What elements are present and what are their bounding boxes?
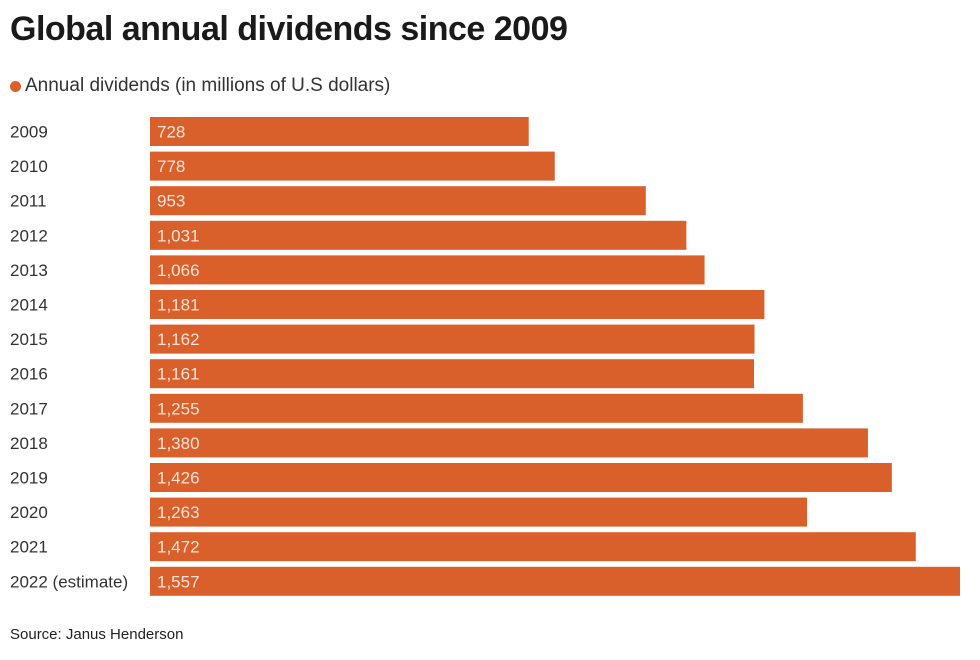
category-label: 2022 (estimate) xyxy=(10,572,128,591)
bar xyxy=(150,186,646,216)
legend-label: Annual dividends (in millions of U.S dol… xyxy=(25,75,391,96)
bar-value-label: 1,426 xyxy=(157,469,200,488)
bar-value-label: 1,557 xyxy=(157,572,200,591)
legend: Annual dividends (in millions of U.S dol… xyxy=(10,75,390,97)
bar-value-label: 728 xyxy=(157,123,185,142)
legend-swatch xyxy=(10,80,21,92)
bar-value-label: 1,162 xyxy=(157,330,200,349)
category-label: 2013 xyxy=(10,261,48,280)
bar xyxy=(150,324,755,354)
bar-chart: 2009 728 2010 778 2011 953 2012 1,031 2013 1,066 2… xyxy=(0,110,980,610)
bar-value-label: 1,255 xyxy=(157,399,200,418)
bar-value-label: 1,066 xyxy=(157,261,200,280)
category-label: 2017 xyxy=(10,399,48,418)
category-label: 2015 xyxy=(10,330,48,349)
bar-chart-svg: 2009 728 2010 778 2011 953 2012 1,031 2013 1,066 2… xyxy=(10,117,960,596)
bar-value-label: 1,380 xyxy=(157,434,200,453)
bar-value-label: 1,181 xyxy=(157,296,200,315)
bar xyxy=(150,255,705,285)
bar xyxy=(150,393,803,423)
bar xyxy=(150,497,808,527)
bar xyxy=(150,290,765,319)
bar xyxy=(150,359,754,389)
source-note: Source: Janus Henderson xyxy=(10,626,184,643)
category-label: 2012 xyxy=(10,226,48,245)
category-label: 2009 xyxy=(10,123,48,142)
category-label: 2010 xyxy=(10,157,48,176)
bar-value-label: 1,161 xyxy=(157,365,200,384)
bar-value-label: 1,472 xyxy=(157,538,200,557)
bar xyxy=(150,220,687,250)
category-label: 2016 xyxy=(10,365,48,384)
category-label: 2014 xyxy=(10,296,48,315)
bar xyxy=(150,151,555,181)
bar-value-label: 953 xyxy=(157,192,185,211)
bar-value-label: 1,263 xyxy=(157,503,200,522)
bar xyxy=(150,532,916,562)
bar-value-label: 778 xyxy=(157,157,185,176)
category-label: 2021 xyxy=(10,538,48,557)
bar xyxy=(150,463,892,492)
bar xyxy=(150,117,529,146)
category-label: 2018 xyxy=(10,434,48,453)
chart-title: Global annual dividends since 2009 xyxy=(10,10,568,48)
category-label: 2020 xyxy=(10,503,48,522)
bar-value-label: 1,031 xyxy=(157,226,200,245)
bar xyxy=(150,428,868,458)
bar xyxy=(150,566,960,596)
category-label: 2011 xyxy=(10,192,47,211)
category-label: 2019 xyxy=(10,469,48,488)
